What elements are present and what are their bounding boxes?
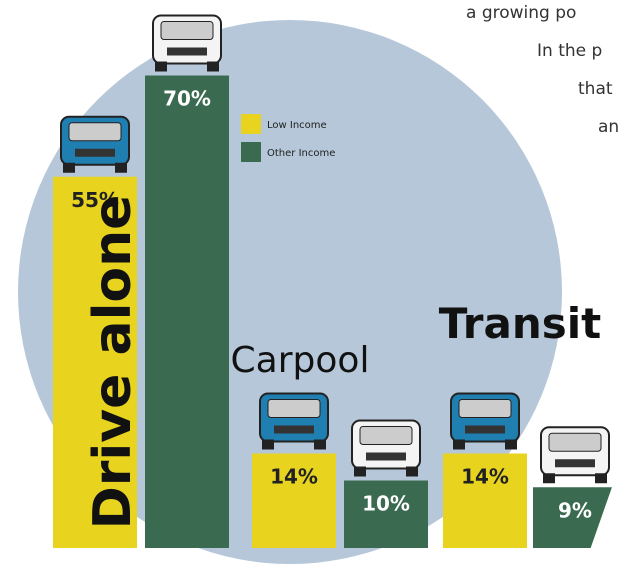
vehicle-grille (465, 426, 505, 434)
annotation: In the p (537, 41, 602, 61)
legend-label: Low Income (267, 120, 327, 131)
vehicle-window (69, 123, 121, 141)
vehicle-icon (541, 427, 609, 483)
vehicle-window (161, 22, 213, 40)
vehicle-wheel (63, 163, 75, 173)
vehicle-wheel (262, 440, 274, 450)
vehicle-grille (75, 149, 115, 157)
legend-label: Other Income (267, 148, 335, 159)
vehicle-wheel (155, 62, 167, 72)
page: {"chart_data": {"type": "bar", "categori… (0, 0, 618, 564)
vehicle-window (549, 433, 601, 451)
vehicle-icon (260, 394, 328, 450)
legend-swatch (241, 114, 261, 134)
vehicle-icon (153, 16, 221, 72)
value-label: 9% (558, 498, 592, 522)
vehicle-grille (555, 459, 595, 467)
vehicle-wheel (505, 440, 517, 450)
vehicle-wheel (543, 473, 555, 483)
vehicle-grille (274, 426, 314, 434)
vehicle-icon (352, 421, 420, 477)
category-label: Transit (439, 299, 601, 348)
legend-swatch (241, 142, 261, 162)
value-label: 14% (461, 465, 509, 489)
value-label: 14% (270, 465, 318, 489)
vehicle-window (459, 400, 511, 418)
vehicle-icon (61, 117, 129, 173)
annotation: that (578, 79, 613, 99)
annotation: an (598, 117, 618, 137)
category-label: Carpool (231, 340, 370, 381)
value-label: 70% (163, 87, 211, 111)
vehicle-wheel (453, 440, 465, 450)
vehicle-wheel (207, 62, 219, 72)
bar (145, 76, 229, 549)
vehicle-wheel (115, 163, 127, 173)
category-label: Drive alone (83, 195, 143, 530)
value-label: 10% (362, 492, 410, 516)
vehicle-window (268, 400, 320, 418)
vehicle-wheel (354, 467, 366, 477)
vehicle-wheel (406, 467, 418, 477)
vehicle-icon (451, 394, 519, 450)
vehicle-grille (366, 453, 406, 461)
chart: a growing po In the p that an Carpool Tr… (0, 0, 618, 564)
annotation: a growing po (466, 3, 576, 23)
vehicle-wheel (595, 473, 607, 483)
vehicle-wheel (314, 440, 326, 450)
vehicle-grille (167, 48, 207, 56)
vehicle-window (360, 427, 412, 445)
